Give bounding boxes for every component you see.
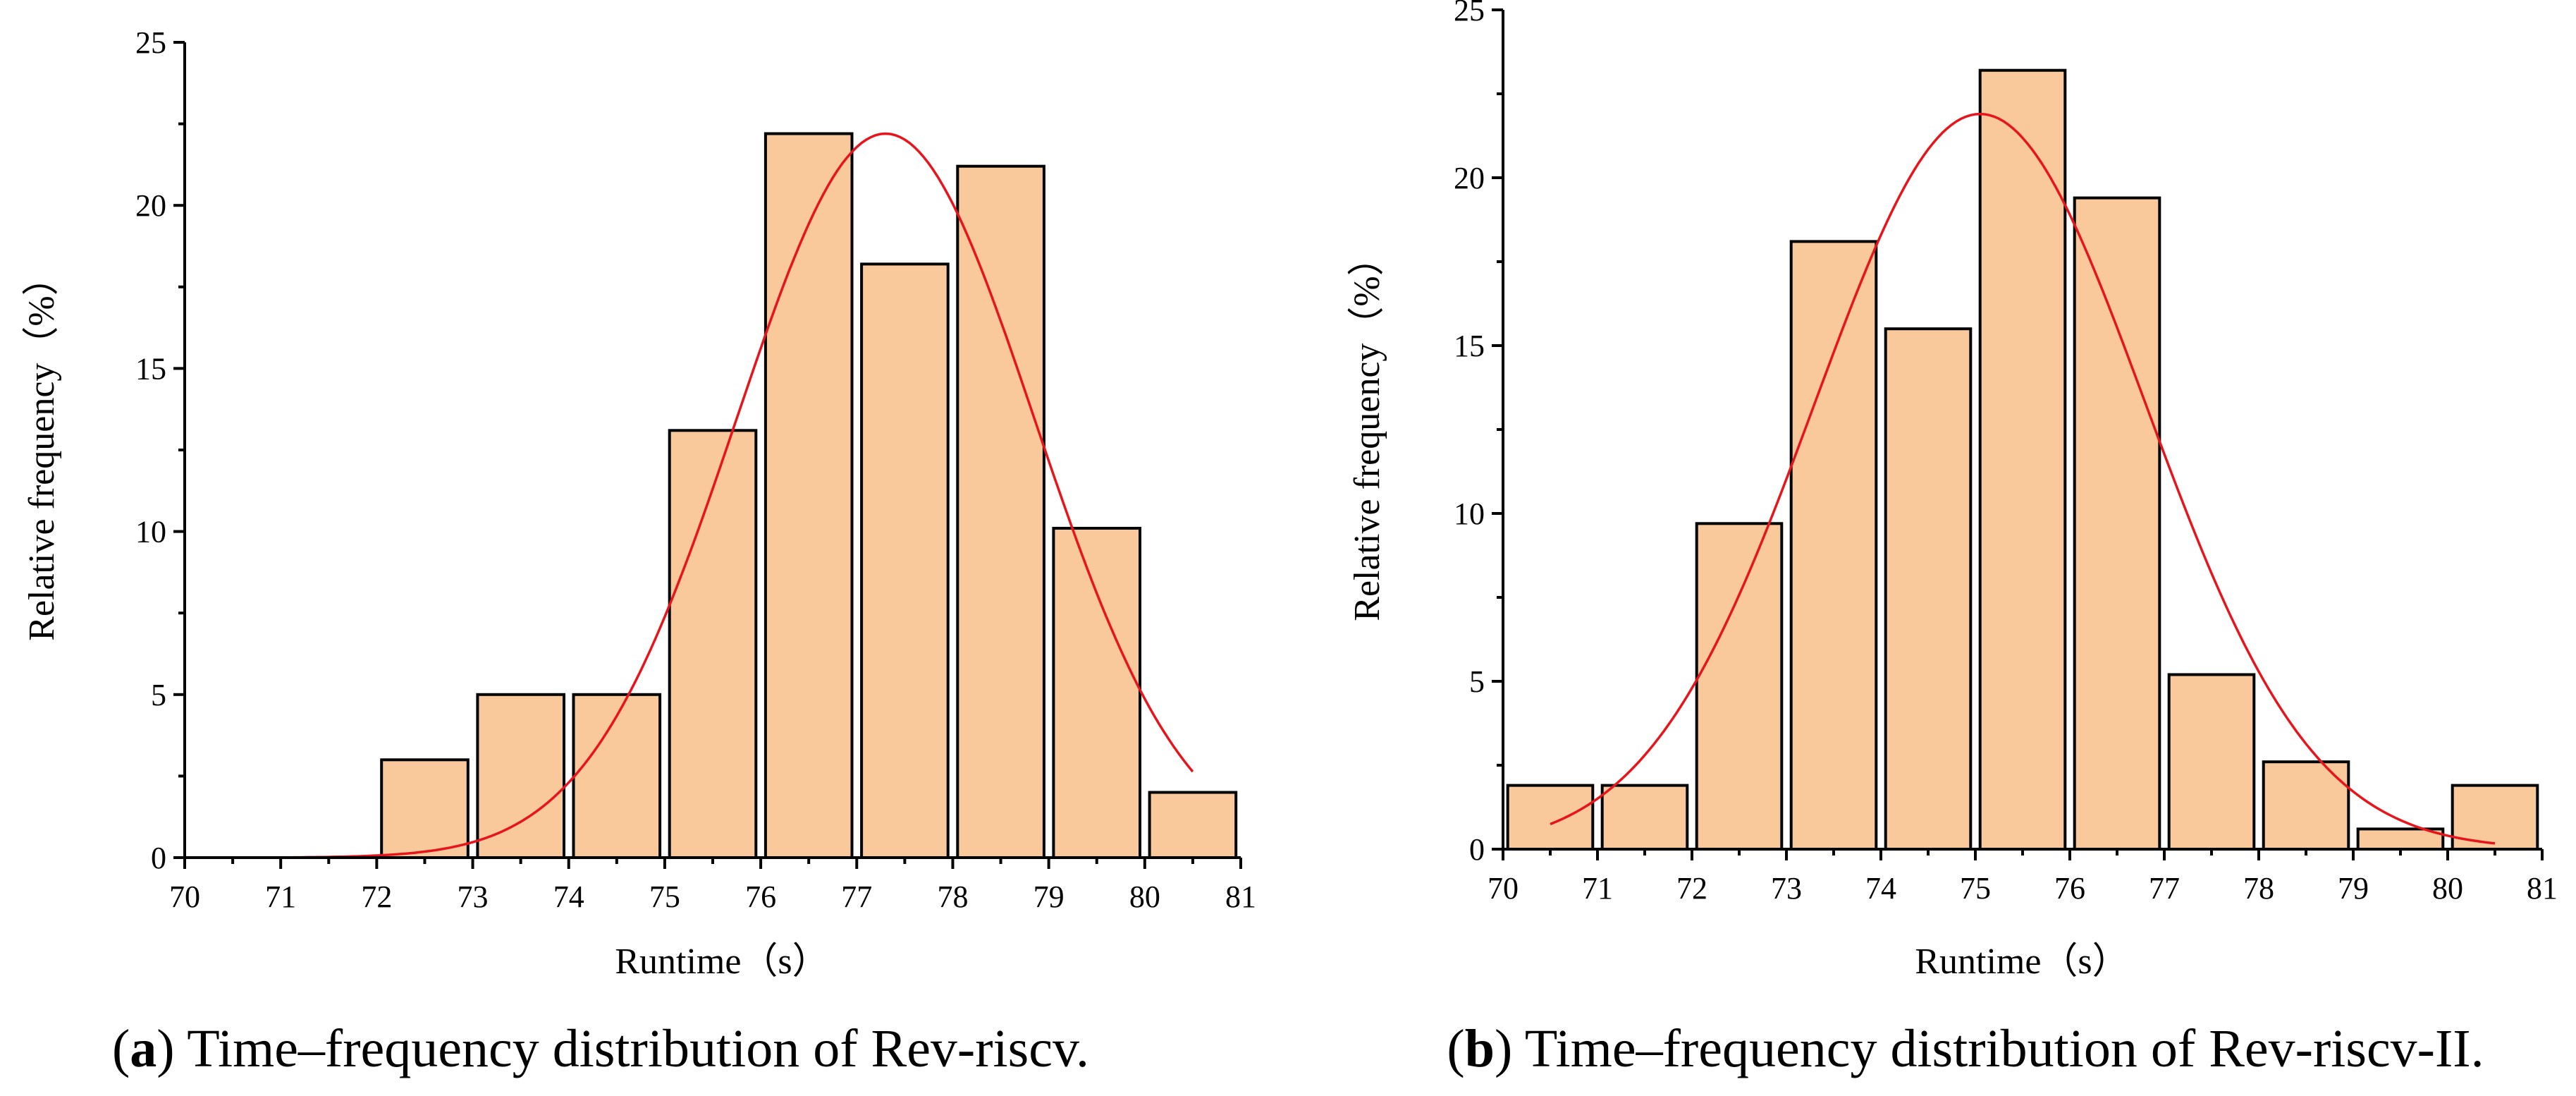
panel-b-y-tick-label: 20 <box>1454 161 1485 195</box>
panel-a-bar <box>763 132 854 859</box>
panel-a-x-tick-label: 80 <box>1129 879 1160 914</box>
panel-b-bar <box>1506 784 1595 851</box>
panel-a-x-tick-label: 74 <box>553 879 584 914</box>
panel-b-caption-text: Time–frequency distribution of Rev-riscv… <box>1512 1019 2484 1078</box>
panel-a-fit-curve <box>233 132 1194 859</box>
panel-b-caption-label: b <box>1465 1019 1495 1078</box>
panel-b-x-tick-label: 73 <box>1771 871 1802 906</box>
panel-a-x-tick-label: 71 <box>265 879 296 914</box>
panel-a-caption: (a) Time–frequency distribution of Rev-r… <box>112 1019 1089 1078</box>
panel-a-x-tick-label: 76 <box>745 879 776 914</box>
panel-b-bar <box>1789 240 1878 851</box>
panel-a-bar <box>956 164 1045 859</box>
panel-a-y-axis-title: Relative frequency（%） <box>22 259 62 640</box>
panel-a-x-tick-label: 81 <box>1225 879 1256 914</box>
panel-b-x-tick-label: 75 <box>1960 871 1991 906</box>
panel-b-x-tick-label: 77 <box>2149 871 2180 906</box>
panel-b-y-tick-label: 10 <box>1454 497 1485 531</box>
panel-a-plot-layer: 70 71 72 73 74 75 76 77 78 79 80 81 0 5 10 15 20 25 <box>135 25 1256 914</box>
panel-a-x-tick-label: 70 <box>169 879 200 914</box>
panel-a-y-tick-label: 0 <box>151 841 166 875</box>
panel-a-bar <box>1052 527 1142 859</box>
panel-b-y-axis-title: Relative frequency（%） <box>1347 239 1387 621</box>
panel-a-caption-label: a <box>130 1019 157 1078</box>
panel-a-y-tick-label: 15 <box>135 351 166 386</box>
panel-a-bar <box>860 262 950 859</box>
panel-b-fit-curve <box>1550 112 2496 845</box>
panel-b-x-tick-label: 70 <box>1488 871 1519 906</box>
panel-b-bar <box>1884 327 1973 851</box>
panel-a-bar <box>668 429 758 859</box>
panel-a-bars <box>380 132 1238 860</box>
panel-b-x-tick-label: 76 <box>2054 871 2085 906</box>
panel-b-y-tick-label: 25 <box>1454 0 1485 28</box>
panel-b-bars <box>1506 68 2539 851</box>
panel-a-bar <box>476 693 566 859</box>
panel-b-x-tick-label: 78 <box>2243 871 2274 906</box>
panel-a-x-tick-label: 73 <box>458 879 489 914</box>
panel-a-caption-text: Time–frequency distribution of Rev-riscv… <box>175 1019 1089 1078</box>
panel-b-bar <box>1600 784 1689 851</box>
panel-b-plot-layer: 70 71 72 73 74 75 76 77 78 79 80 81 0 5 10 15 20 25 <box>1454 0 2558 906</box>
panel-b-bar <box>2356 827 2445 851</box>
panel-a-bar <box>1148 791 1238 859</box>
panel-b-y-tick-label: 15 <box>1454 329 1485 363</box>
panel-b-bar <box>1695 522 1784 851</box>
panel-b-x-tick-label: 74 <box>1865 871 1896 906</box>
histogram-panel-b: 70 71 72 73 74 75 76 77 78 79 80 81 0 5 10 15 20 25 Runti… <box>1347 0 2558 1078</box>
panel-a-y-tick-label: 5 <box>151 678 166 712</box>
panel-b-x-tick-label: 81 <box>2527 871 2558 906</box>
panel-a-x-tick-label: 72 <box>361 879 392 914</box>
panel-b-caption: (b) Time–frequency distribution of Rev-r… <box>1447 1019 2484 1078</box>
panel-a-bar <box>380 758 470 860</box>
panel-a-x-tick-label: 79 <box>1034 879 1065 914</box>
panel-b-bar <box>2167 673 2256 851</box>
panel-a-x-tick-label: 75 <box>649 879 680 914</box>
panel-b-y-tick-label: 5 <box>1469 664 1485 699</box>
panel-b-x-tick-label: 71 <box>1582 871 1613 906</box>
panel-b-bar <box>1978 68 2067 851</box>
panel-a-y-tick-label: 20 <box>135 188 166 223</box>
panel-a-bar <box>572 693 662 859</box>
panel-b-y-tick-label: 0 <box>1469 832 1485 867</box>
panel-b-x-tick-label: 79 <box>2338 871 2369 906</box>
panel-b-x-axis-title: Runtime（s） <box>1915 942 2128 982</box>
panel-a-y-tick-label: 25 <box>135 25 166 60</box>
panel-a-y-tick-label: 10 <box>135 515 166 549</box>
panel-b-x-tick-label: 72 <box>1676 871 1707 906</box>
panel-a-x-tick-label: 78 <box>937 879 968 914</box>
histogram-panel-a: 70 71 72 73 74 75 76 77 78 79 80 81 0 5 10 15 20 25 Runti… <box>22 25 1256 1078</box>
panel-a-x-tick-label: 77 <box>841 879 872 914</box>
panel-b-x-tick-label: 80 <box>2432 871 2463 906</box>
panel-b-bar <box>2073 196 2161 851</box>
panel-a-x-axis-title: Runtime（s） <box>615 942 828 982</box>
